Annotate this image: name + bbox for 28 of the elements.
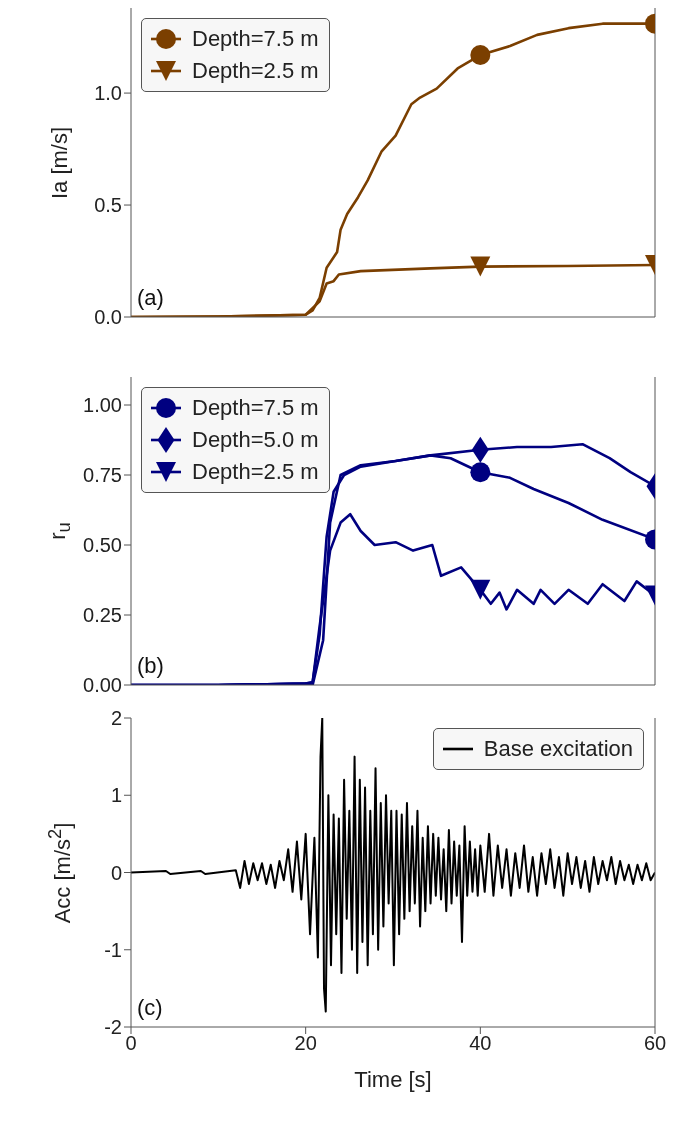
y-tick-label: 0.50 [83,534,122,557]
y-tick-label: 0.25 [83,604,122,627]
y-tick-label: 0.5 [94,194,122,217]
x-tick-label: 0 [125,1032,137,1055]
annotation: (a) [137,285,164,311]
legend-label: Depth=7.5 m [192,395,319,421]
y-tick-label: 0.0 [94,306,122,329]
x-tick-label: 40 [469,1032,492,1055]
y-tick-label: 1.0 [94,82,122,105]
y-tick-label: 2 [110,707,122,730]
legend-label: Depth=5.0 m [192,427,319,453]
legend-label: Depth=2.5 m [192,459,319,485]
y-tick-label: 0.75 [83,464,122,487]
y-tick-label: -1 [104,938,122,961]
x-axis-title: Time [s] [354,1067,432,1093]
y-tick-label: -2 [104,1016,122,1039]
x-tick-label: 20 [294,1032,317,1055]
y-tick-label: 1.00 [83,394,122,417]
annotation: (c) [137,995,163,1021]
y-tick-label: 0.00 [83,674,122,697]
legend-label: Depth=7.5 m [192,26,319,52]
y-tick-label: 0 [110,861,122,884]
legend-label: Depth=2.5 m [192,58,319,84]
annotation: (b) [137,653,164,679]
y-axis-title: Ia [m/s] [47,126,73,199]
y-tick-label: 1 [110,784,122,807]
legend-label: Base excitation [483,736,633,762]
x-tick-label: 60 [643,1032,667,1055]
